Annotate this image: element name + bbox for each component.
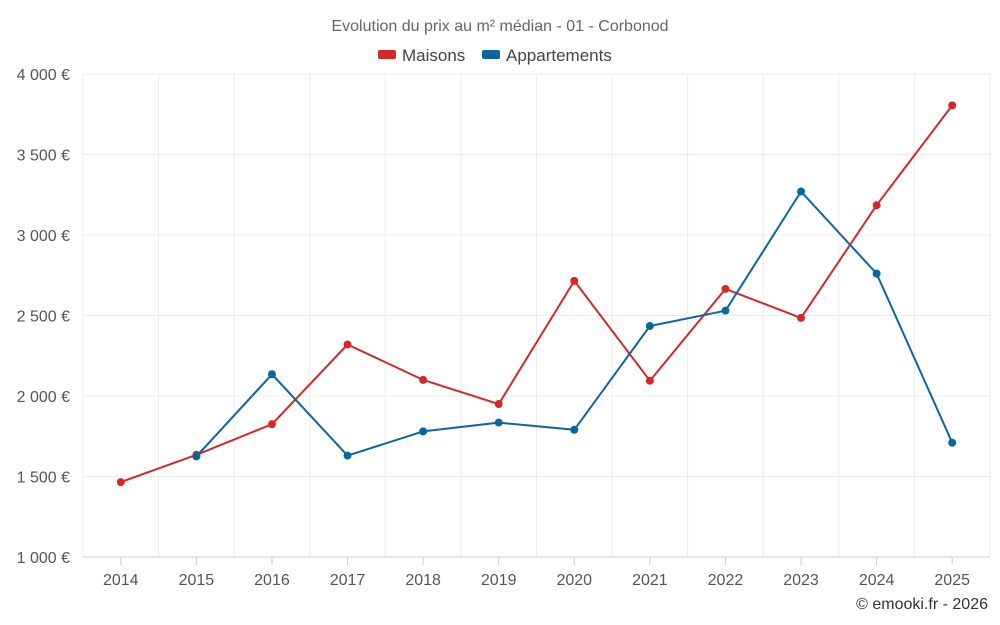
grid <box>82 73 991 557</box>
legend-swatch-maisons <box>378 50 396 59</box>
data-point-maisons[interactable] <box>645 376 654 385</box>
x-tick-label: 2018 <box>405 572 441 589</box>
data-point-maisons[interactable] <box>570 276 579 285</box>
data-point-appartements[interactable] <box>797 187 806 196</box>
y-tick-label: 3 500 € <box>17 148 70 165</box>
data-point-maisons[interactable] <box>419 375 428 384</box>
legend-item-appartements[interactable]: Appartements <box>482 46 612 65</box>
data-point-maisons[interactable] <box>494 400 503 409</box>
data-point-appartements[interactable] <box>494 418 503 427</box>
data-point-maisons[interactable] <box>267 420 276 429</box>
data-point-maisons[interactable] <box>116 478 125 487</box>
credit-text: © emooki.fr - 2026 <box>856 596 988 613</box>
y-tick-label: 1 000 € <box>17 550 70 567</box>
data-point-appartements[interactable] <box>948 438 957 447</box>
legend-item-maisons[interactable]: Maisons <box>378 46 465 65</box>
x-tick-label: 2015 <box>179 572 215 589</box>
data-point-maisons[interactable] <box>948 101 957 110</box>
series <box>116 101 957 487</box>
chart-title: Evolution du prix au m² médian - 01 - Co… <box>331 18 668 35</box>
data-point-maisons[interactable] <box>343 340 352 349</box>
axes: 1 000 € 1 500 € 2 000 € 2 500 € 3 000 € 3 500… <box>17 67 990 589</box>
data-point-appartements[interactable] <box>570 425 579 434</box>
x-tick-label: 2017 <box>330 572 366 589</box>
x-tick-label: 2016 <box>254 572 290 589</box>
y-tick-label: 2 000 € <box>17 389 70 406</box>
data-point-appartements[interactable] <box>343 451 352 460</box>
x-tick-label: 2014 <box>103 572 139 589</box>
legend: Maisons Appartements <box>378 46 612 65</box>
data-point-maisons[interactable] <box>721 284 730 293</box>
data-point-appartements[interactable] <box>645 321 654 330</box>
x-tick-label: 2021 <box>632 572 668 589</box>
x-tick-label: 2023 <box>783 572 819 589</box>
x-tick-label: 2025 <box>934 572 970 589</box>
x-tick-label: 2022 <box>708 572 744 589</box>
data-point-maisons[interactable] <box>872 201 881 210</box>
data-point-maisons[interactable] <box>797 313 806 322</box>
y-tick-label: 4 000 € <box>17 67 70 84</box>
y-tick-label: 3 000 € <box>17 228 70 245</box>
x-tick-label: 2020 <box>556 572 592 589</box>
series-appartements <box>192 187 957 461</box>
y-tick-label: 1 500 € <box>17 470 70 487</box>
y-tick-label: 2 500 € <box>17 309 70 326</box>
data-point-appartements[interactable] <box>721 306 730 315</box>
legend-swatch-appartements <box>482 50 500 59</box>
series-maisons <box>116 101 957 487</box>
data-point-appartements[interactable] <box>872 269 881 278</box>
legend-label-appartements: Appartements <box>506 46 612 65</box>
series-line-maisons <box>120 104 953 484</box>
data-point-appartements[interactable] <box>419 427 428 436</box>
data-point-appartements[interactable] <box>192 452 201 461</box>
x-tick-label: 2019 <box>481 572 517 589</box>
data-point-appartements[interactable] <box>267 370 276 379</box>
legend-label-maisons: Maisons <box>402 46 465 65</box>
x-tick-label: 2024 <box>859 572 895 589</box>
